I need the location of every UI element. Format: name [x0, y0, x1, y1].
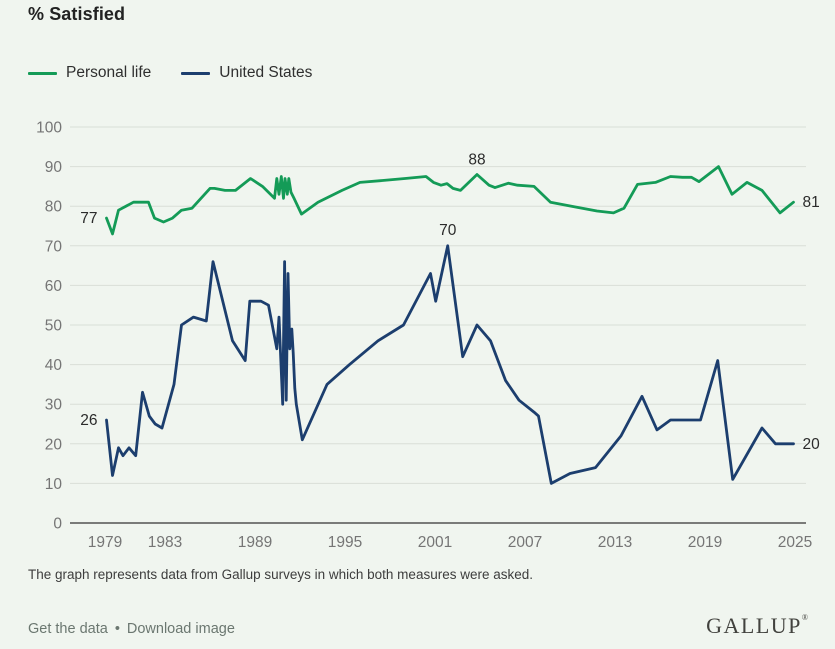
- personal-life-line: [105, 165, 795, 236]
- x-tick-label: 2001: [418, 534, 452, 551]
- y-tick-label: 80: [45, 199, 63, 216]
- get-the-data-link[interactable]: Get the data: [28, 621, 108, 637]
- y-tick-label: 70: [45, 238, 63, 255]
- legend-label-united-states: United States: [219, 64, 313, 81]
- x-tick-label: 1983: [148, 534, 182, 551]
- personal-life-line-swatch: [28, 71, 57, 75]
- footer-links: Get the data • Download image: [28, 621, 235, 637]
- x-tick-label: 1979: [88, 534, 122, 551]
- chart-title: % Satisfied: [28, 4, 126, 24]
- gallup-wordmark: GALLUP: [706, 613, 802, 638]
- x-tick-label: 2025: [778, 534, 812, 551]
- y-tick-label: 60: [45, 278, 63, 295]
- download-image-link[interactable]: Download image: [126, 621, 235, 637]
- x-tick-label: 2019: [688, 534, 722, 551]
- united-states-line: [105, 244, 795, 485]
- annotation-88: 88: [468, 152, 485, 169]
- y-tick-label: 20: [45, 436, 63, 453]
- annotation-81: 81: [803, 194, 820, 211]
- x-tick-label: 1995: [328, 534, 362, 551]
- y-tick-label: 90: [45, 159, 63, 176]
- annotation-26: 26: [80, 412, 97, 429]
- chart-plot-area: 0 10 20 30 40 50 60 70 80 90 100 1979 1983 1989 1995 20…: [36, 120, 821, 552]
- x-tick-label: 1989: [238, 534, 272, 551]
- legend-label-personal-life: Personal life: [66, 64, 152, 81]
- annotation-77: 77: [80, 210, 97, 227]
- y-tick-label: 30: [45, 397, 63, 414]
- y-tick-label: 0: [53, 516, 62, 533]
- y-tick-label: 100: [36, 120, 62, 137]
- legend-item-united-states: United States: [181, 64, 312, 82]
- united-states-line-swatch: [181, 71, 211, 75]
- legend-item-personal-life: Personal life: [28, 64, 151, 82]
- gallup-logo: GALLUP®: [706, 613, 808, 639]
- y-tick-label: 10: [45, 476, 63, 493]
- y-tick-label: 40: [45, 357, 63, 374]
- y-tick-label: 50: [45, 318, 63, 335]
- x-tick-label: 2013: [598, 534, 632, 551]
- annotation-20: 20: [803, 436, 821, 453]
- x-tick-label: 2007: [508, 534, 542, 551]
- link-separator: •: [114, 621, 120, 637]
- source-note: The graph represents data from Gallup su…: [28, 567, 533, 582]
- annotation-70: 70: [439, 222, 457, 239]
- chart-legend: Personal life United States: [28, 64, 312, 82]
- registered-mark: ®: [801, 613, 808, 622]
